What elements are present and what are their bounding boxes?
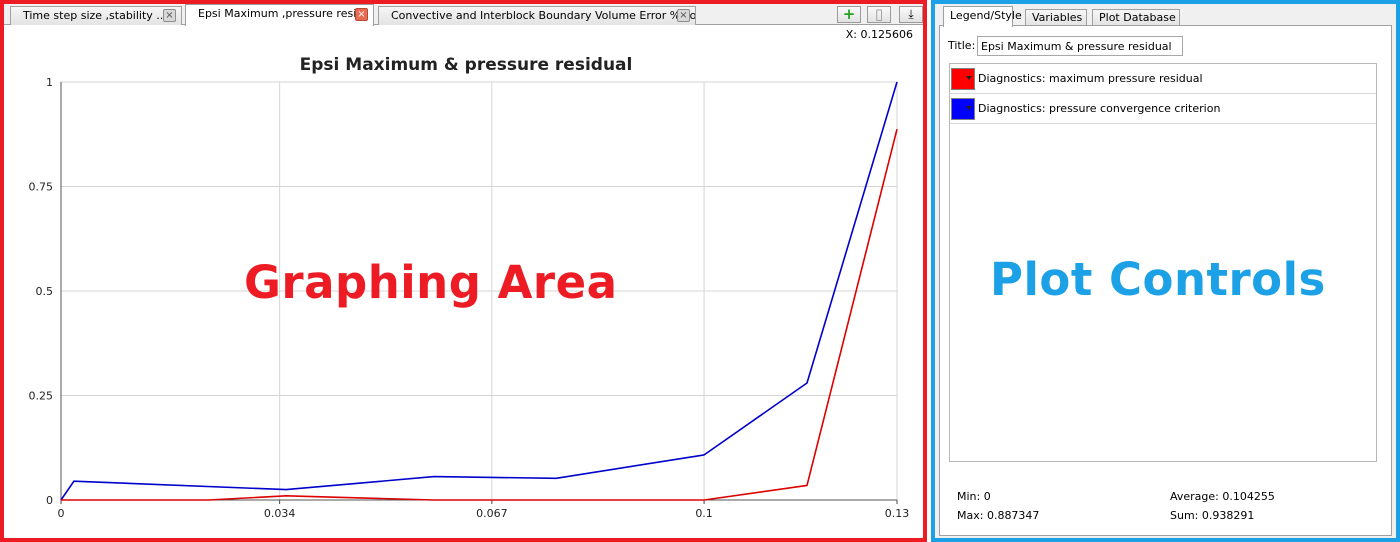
color-picker-button[interactable] bbox=[951, 98, 975, 120]
y-tick-label: 1 bbox=[46, 76, 53, 89]
close-icon[interactable]: × bbox=[355, 8, 368, 21]
plot-controls-panel: Legend/Style Variables Plot Database Tit… bbox=[931, 0, 1400, 542]
y-tick-label: 0 bbox=[46, 494, 53, 507]
series-line bbox=[60, 81, 898, 501]
tab-legend-style[interactable]: Legend/Style bbox=[943, 6, 1022, 27]
line-chart[interactable]: 0 0.25 0.5 0.75 1 0 0.034 0.067 0.1 0.13 Epsi Max… bbox=[4, 26, 923, 542]
plot-controls-annotation: Plot Controls bbox=[990, 253, 1326, 306]
tab-plot-database[interactable]: Plot Database bbox=[1092, 9, 1180, 26]
tab-time-step-size[interactable]: Time step size ,stability ... × bbox=[10, 6, 182, 25]
tab-label: Convective and Interblock Boundary Volum… bbox=[391, 9, 696, 22]
stat-sum: Sum: 0.938291 bbox=[1170, 509, 1255, 522]
chart-title: Epsi Maximum & pressure residual bbox=[300, 55, 633, 75]
close-icon[interactable]: × bbox=[163, 9, 176, 22]
stat-min: Min: 0 bbox=[957, 490, 991, 503]
x-tick-label: 0.13 bbox=[885, 507, 910, 520]
export-menu-button[interactable]: ⤓ bbox=[899, 6, 923, 23]
x-tick-label: 0.1 bbox=[695, 507, 713, 520]
tab-convective-interblock[interactable]: Convective and Interblock Boundary Volum… bbox=[378, 6, 696, 25]
legend-style-page: Title: Diagnostics: maximum pressure res… bbox=[939, 25, 1392, 536]
tab-label: Epsi Maximum ,pressure resi... bbox=[198, 7, 367, 20]
x-tick-label: 0.034 bbox=[264, 507, 296, 520]
y-tick-label: 0.25 bbox=[29, 390, 54, 403]
stat-max: Max: 0.887347 bbox=[957, 509, 1040, 522]
coordinate-readout: X: 0.125606 bbox=[845, 28, 913, 41]
plus-icon: + bbox=[842, 5, 856, 23]
legend-item[interactable]: Diagnostics: pressure convergence criter… bbox=[950, 94, 1376, 124]
chevron-down-icon bbox=[966, 106, 972, 110]
graphing-area-annotation: Graphing Area bbox=[244, 256, 618, 309]
stat-average: Average: 0.104255 bbox=[1170, 490, 1275, 503]
tab-label: Time step size ,stability ... bbox=[23, 9, 167, 22]
add-plot-button[interactable]: + bbox=[837, 6, 861, 23]
title-input[interactable] bbox=[977, 36, 1183, 56]
graphing-area-panel: Time step size ,stability ... × Epsi Max… bbox=[0, 0, 927, 542]
legend-item-label: Diagnostics: pressure convergence criter… bbox=[978, 102, 1221, 115]
tab-variables[interactable]: Variables bbox=[1025, 9, 1087, 26]
chevron-down-icon bbox=[966, 76, 972, 80]
x-tick-label: 0 bbox=[58, 507, 65, 520]
export-icon: ⤓ bbox=[908, 7, 914, 21]
legend-item-label: Diagnostics: maximum pressure residual bbox=[978, 72, 1203, 85]
series bbox=[60, 81, 898, 501]
copy-plot-button[interactable]: ▯ bbox=[867, 6, 891, 23]
plot-tab-bar: Time step size ,stability ... × Epsi Max… bbox=[4, 4, 923, 26]
tab-epsi-maximum[interactable]: Epsi Maximum ,pressure resi... × bbox=[185, 4, 374, 26]
y-tick-label: 0.5 bbox=[36, 285, 54, 298]
title-label: Title: bbox=[948, 39, 976, 52]
copy-icon: ▯ bbox=[874, 5, 884, 23]
series-line bbox=[61, 129, 898, 501]
x-tick-label: 0.067 bbox=[476, 507, 508, 520]
close-icon[interactable]: × bbox=[677, 9, 690, 22]
legend-item[interactable]: Diagnostics: maximum pressure residual bbox=[950, 64, 1376, 94]
legend-list: Diagnostics: maximum pressure residual D… bbox=[949, 63, 1377, 462]
color-picker-button[interactable] bbox=[951, 68, 975, 90]
y-tick-label: 0.75 bbox=[29, 181, 54, 194]
